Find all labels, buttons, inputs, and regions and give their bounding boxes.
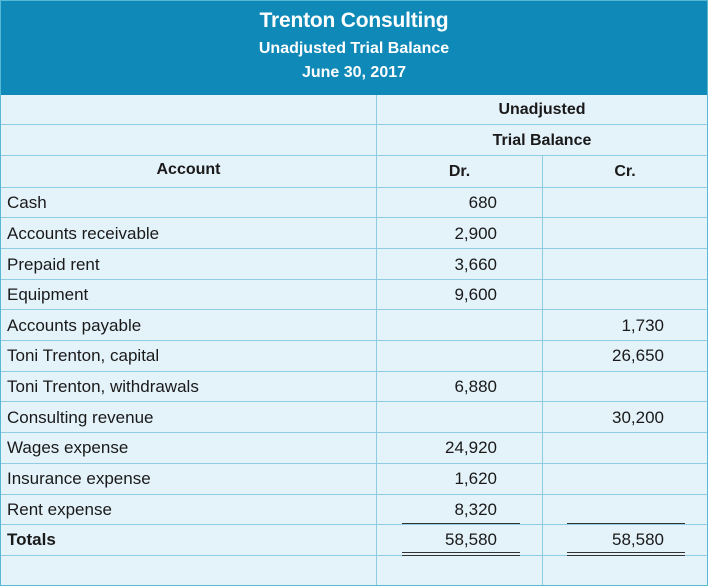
grid-line: [1, 155, 707, 156]
total-debit: 58,580: [445, 530, 497, 549]
total-credit: 58,580: [612, 530, 664, 549]
grid-line: [1, 309, 707, 310]
grid-line: [542, 155, 543, 585]
account-name: Cash: [7, 193, 47, 212]
report-date: June 30, 2017: [301, 64, 407, 81]
debit-amount: 680: [468, 193, 497, 212]
account-name: Accounts payable: [7, 316, 142, 335]
grid-line: [1, 279, 707, 280]
grid-line: [1, 340, 707, 341]
grid-line: [376, 95, 377, 585]
debit-amount: 6,880: [454, 377, 497, 396]
credit-column-header: Cr.: [614, 163, 636, 180]
account-name: Accounts receivable: [7, 224, 160, 243]
table-header: Trenton Consulting Unadjusted Trial Bala…: [1, 1, 707, 95]
account-column-header: Account: [156, 161, 221, 178]
debit-amount: 2,900: [454, 224, 497, 243]
grid-line: [1, 494, 707, 495]
credit-amount: 26,650: [612, 346, 664, 365]
report-title: Unadjusted Trial Balance: [258, 40, 450, 57]
credit-amount: 30,200: [612, 408, 664, 427]
total-underline-credit: [567, 523, 685, 524]
double-rule-debit: [402, 552, 520, 553]
account-name: Toni Trenton, capital: [7, 346, 160, 365]
debit-amount: 1,620: [454, 469, 497, 488]
company-name: Trenton Consulting: [259, 9, 449, 32]
account-name: Rent expense: [7, 500, 112, 519]
total-underline-debit: [402, 523, 520, 524]
debit-amount: 24,920: [445, 438, 497, 457]
grid-line: [1, 371, 707, 372]
double-rule-credit: [567, 552, 685, 553]
account-name: Equipment: [7, 285, 89, 304]
account-name: Prepaid rent: [7, 255, 100, 274]
credit-amount: 1,730: [621, 316, 664, 335]
grid-line: [1, 217, 707, 218]
grid-line: [1, 463, 707, 464]
column-group-label: Unadjusted: [498, 101, 586, 118]
double-rule-debit: [402, 555, 520, 556]
double-rule-credit: [567, 555, 685, 556]
debit-amount: 9,600: [454, 285, 497, 304]
totals-label: Totals: [7, 530, 56, 549]
grid-line: [1, 432, 707, 433]
grid-line: [1, 555, 707, 556]
account-name: Toni Trenton, withdrawals: [7, 377, 199, 396]
column-group-label: Trial Balance: [492, 132, 592, 149]
grid-line: [1, 248, 707, 249]
grid-line: [1, 524, 707, 525]
debit-amount: 8,320: [454, 500, 497, 519]
account-name: Insurance expense: [7, 469, 151, 488]
account-name: Wages expense: [7, 438, 129, 457]
grid-line: [1, 187, 707, 188]
debit-amount: 3,660: [454, 255, 497, 274]
grid-line: [1, 401, 707, 402]
account-name: Consulting revenue: [7, 408, 154, 427]
grid-line: [1, 124, 707, 125]
debit-column-header: Dr.: [448, 163, 471, 180]
